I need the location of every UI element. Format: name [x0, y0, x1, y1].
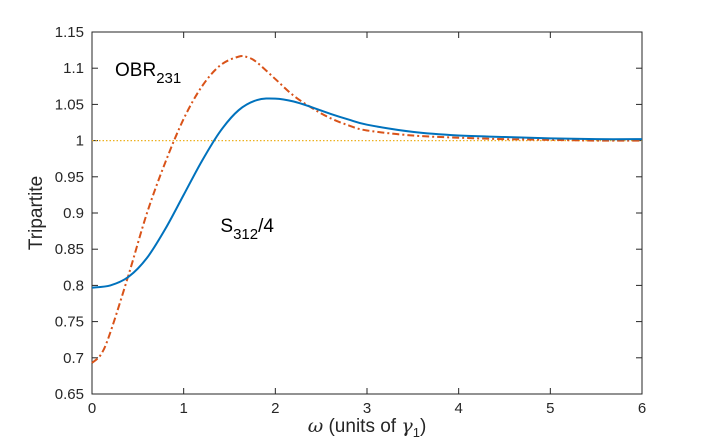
y-tick-label: 0.7	[63, 350, 84, 367]
x-axis-label: ω (units of γ1)	[308, 415, 427, 440]
series-obr231-line	[91, 55, 643, 364]
plot-area	[91, 31, 643, 395]
x-tick-label: 1	[179, 400, 187, 417]
series-group	[91, 55, 643, 364]
y-tick-label: 0.65	[55, 386, 84, 403]
y-tick-label: 0.95	[55, 169, 84, 186]
x-tick-label: 4	[454, 400, 462, 417]
y-tick-label: 0.8	[63, 277, 84, 294]
y-tick-label: 1.05	[55, 96, 84, 113]
series-s312-line	[91, 97, 643, 289]
y-tick-label: 1.1	[63, 60, 84, 77]
y-tick-label: 0.9	[63, 205, 84, 222]
label-obr231: OBR231	[115, 60, 181, 87]
y-tick-label: 1.15	[55, 24, 84, 41]
label-s312: S312/4	[220, 216, 274, 243]
x-tick-label: 5	[546, 400, 554, 417]
y-tick-label: 0.85	[55, 241, 84, 258]
y-axis-label: Tripartite	[26, 176, 47, 250]
annotations: OBR231 S312/4	[115, 60, 274, 243]
x-tick-label: 2	[271, 400, 279, 417]
y-tick-label: 1	[76, 133, 84, 150]
y-tick-label: 0.75	[55, 314, 84, 331]
x-tick-label: 0	[88, 400, 96, 417]
x-tick-label: 6	[638, 400, 646, 417]
ticks: 0 1 2 3 4 5 6 0.65 0.7 0.75 0.8 0.85 0.9 0.95 1 1.05 1.1…	[55, 24, 646, 417]
x-tick-label: 3	[363, 400, 371, 417]
